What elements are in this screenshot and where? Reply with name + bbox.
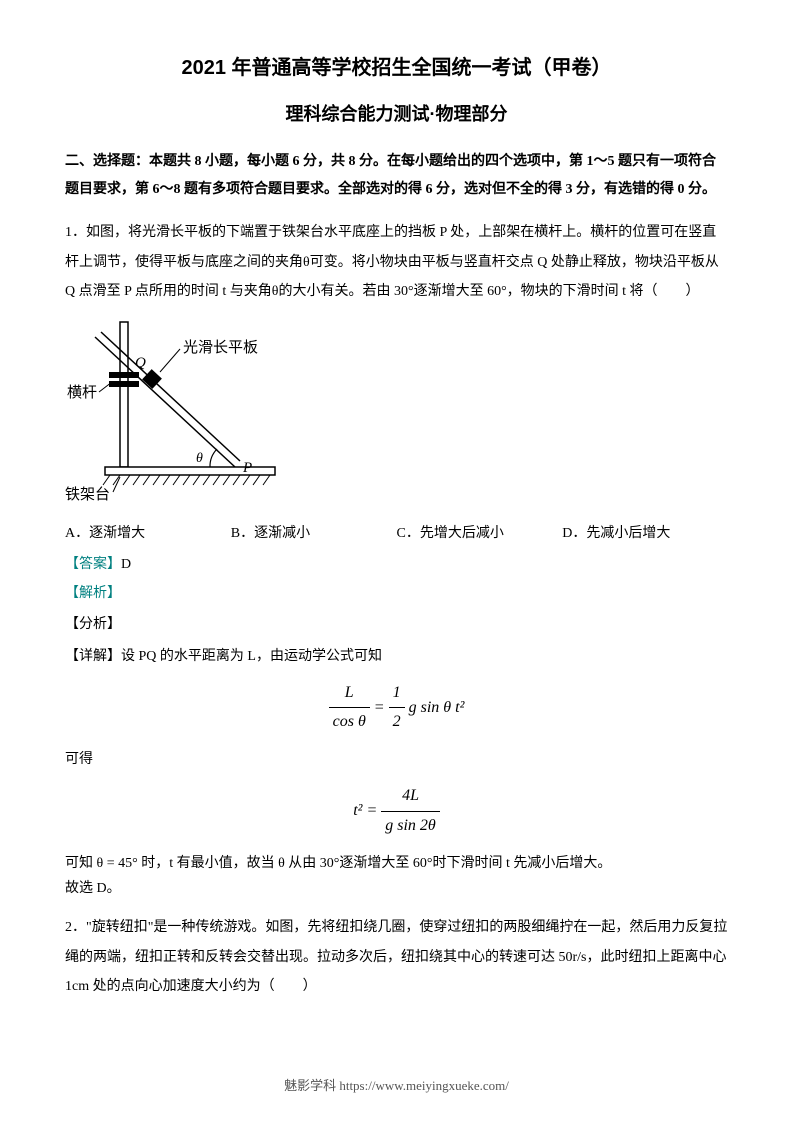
q2-text: "旋转纽扣"是一种传统游戏。如图，先将纽扣绕几圈，使穿过纽扣的两股细绳拧在一起，… [65,920,727,994]
title-main: 2021 年普通高等学校招生全国统一考试（甲卷） [65,50,728,86]
f1-left-num: L [329,679,370,709]
f1-right-den: 2 [389,708,405,737]
conclusion: 可知 θ = 45° 时，t 有最小值，故当 θ 从由 30°逐渐增大至 60°… [65,851,728,876]
svg-text:P: P [242,460,252,476]
page-footer: 魅影学科 https://www.meiyingxueke.com/ [0,1074,793,1097]
q1-number: 1． [65,225,86,240]
answer-value: D [121,557,131,572]
f1-tail: g sin θ t² [409,699,465,716]
formula-2: t² = 4L g sin 2θ [65,782,728,841]
guxuan: 故选 D。 [65,876,728,901]
q1-figure: Q P θ 光滑长平板 横杆 铁架台 [65,317,728,511]
option-a: A．逐渐增大 [65,521,231,546]
svg-text:θ: θ [196,451,203,466]
question-1: 1．如图，将光滑长平板的下端置于铁架台水平底座上的挡板 P 处，上部架在横杆上。… [65,218,728,306]
f1-left-den: cos θ [329,708,370,737]
svg-text:Q: Q [135,355,146,371]
analysis-label: 【解析】 [65,581,728,606]
f1-right-coef: 1 [389,679,405,709]
answer-label: 【答案】 [65,557,121,572]
option-c: C．先增大后减小 [397,521,563,546]
kede-label: 可得 [65,747,728,772]
option-d: D．先减小后增大 [562,521,728,546]
option-b: B．逐渐减小 [231,521,397,546]
svg-text:铁架台: 铁架台 [65,486,110,502]
detail-label: 【详解】 [65,649,121,664]
title-sub: 理科综合能力测试·物理部分 [65,98,728,130]
formula-1: L cos θ = 1 2 g sin θ t² [65,679,728,738]
q1-text: 如图，将光滑长平板的下端置于铁架台水平底座上的挡板 P 处，上部架在横杆上。横杆… [65,225,719,299]
question-2: 2．"旋转纽扣"是一种传统游戏。如图，先将纽扣绕几圈，使穿过纽扣的两股细绳拧在一… [65,913,728,1001]
detail-text: 设 PQ 的水平距离为 L，由运动学公式可知 [121,649,382,664]
f2-den: g sin 2θ [381,812,440,841]
detail-row: 【详解】设 PQ 的水平距离为 L，由运动学公式可知 [65,644,728,669]
answer-row: 【答案】D [65,552,728,577]
fenxi-label: 【分析】 [65,612,728,637]
svg-text:横杆: 横杆 [67,384,97,401]
f2-num: 4L [381,782,440,812]
section-instructions: 二、选择题：本题共 8 小题，每小题 6 分，共 8 分。在每小题给出的四个选项… [65,148,728,204]
svg-text:光滑长平板: 光滑长平板 [183,338,258,356]
q1-options: A．逐渐增大 B．逐渐减小 C．先增大后减小 D．先减小后增大 [65,521,728,546]
q2-number: 2． [65,920,86,935]
f2-left: t² = [353,802,377,819]
